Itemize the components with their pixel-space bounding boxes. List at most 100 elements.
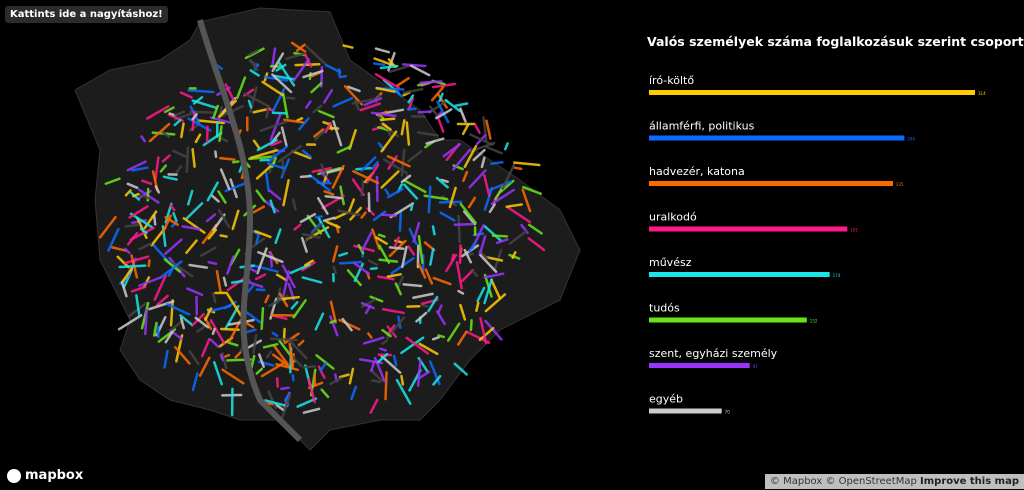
street: [317, 109, 335, 119]
street: [179, 314, 193, 326]
street: [445, 253, 458, 273]
street: [226, 275, 247, 292]
bar: [649, 317, 807, 323]
street: [483, 186, 494, 211]
bar-label: művész: [649, 256, 692, 269]
street: [271, 52, 285, 73]
street: [283, 332, 300, 345]
street: [209, 338, 220, 348]
street: [235, 76, 247, 100]
street: [459, 202, 477, 225]
street: [407, 150, 423, 163]
value-label: 70: [725, 410, 731, 415]
street: [352, 170, 380, 185]
street: [291, 198, 297, 211]
street: [224, 83, 235, 102]
street: [155, 294, 169, 307]
value-label: 314: [978, 91, 986, 96]
street: [425, 137, 445, 145]
street: [217, 208, 231, 229]
street: [124, 189, 132, 197]
street: [222, 276, 228, 287]
street: [360, 211, 367, 219]
street: [381, 307, 405, 315]
street: [513, 161, 541, 167]
street: [200, 337, 211, 358]
street: [412, 292, 434, 299]
street: [400, 119, 406, 136]
street: [209, 319, 226, 345]
street: [226, 255, 235, 275]
street: [396, 275, 405, 289]
street: [457, 214, 461, 244]
street: [247, 155, 275, 161]
street: [357, 243, 365, 255]
street: [185, 202, 204, 220]
street: [300, 236, 308, 253]
bar: [649, 181, 893, 186]
street: [377, 352, 389, 364]
street: [490, 278, 502, 300]
street: [302, 69, 324, 79]
street: [409, 64, 431, 77]
street: [287, 338, 308, 360]
street: [310, 220, 323, 234]
street: [110, 246, 128, 252]
street: [405, 121, 411, 146]
bar-label: hadvezér, katona: [649, 165, 745, 178]
street: [259, 120, 288, 132]
street: [379, 347, 387, 352]
street: [153, 274, 167, 301]
street: [144, 308, 148, 336]
logo-text: mapbox: [25, 468, 84, 483]
street: [374, 73, 400, 90]
improve-link[interactable]: Improve this map: [920, 476, 1019, 487]
street: [316, 197, 329, 215]
street: [268, 147, 276, 174]
street: [107, 227, 120, 252]
street: [459, 107, 467, 123]
street: [412, 221, 421, 243]
street: [147, 259, 151, 268]
street: [394, 282, 402, 296]
street: [280, 394, 292, 420]
street: [307, 378, 317, 404]
street: [272, 353, 292, 369]
street: [329, 300, 337, 324]
street: [418, 370, 431, 380]
street: [400, 174, 412, 184]
street: [479, 316, 488, 345]
street: [337, 209, 361, 217]
street: [172, 211, 178, 223]
street: [145, 105, 170, 120]
street: [455, 260, 463, 290]
street: [301, 149, 312, 158]
street: [217, 190, 227, 204]
mapbox-logo[interactable]: mapbox: [7, 468, 83, 483]
street: [369, 295, 384, 303]
street: [135, 294, 141, 318]
street: [463, 248, 473, 264]
street: [320, 163, 329, 178]
street: [384, 188, 390, 196]
street: [249, 69, 260, 77]
street: [282, 295, 300, 301]
street: [423, 194, 449, 201]
street: [191, 148, 196, 168]
street: [290, 301, 299, 310]
street: [418, 342, 439, 356]
bar: [649, 226, 848, 232]
street: [221, 137, 229, 143]
street: [249, 58, 259, 72]
street: [338, 318, 361, 331]
zoom-button[interactable]: Kattints ide a nagyításhoz!: [5, 6, 168, 23]
street: [207, 228, 218, 240]
street: [483, 174, 491, 197]
bar: [649, 135, 905, 141]
street: [528, 223, 543, 235]
bar-label: író-költő: [649, 74, 694, 87]
street: [478, 235, 487, 256]
street: [430, 85, 445, 102]
